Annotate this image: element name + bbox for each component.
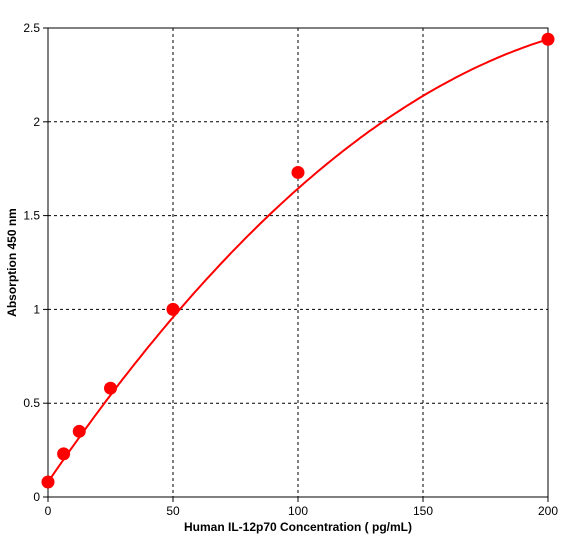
x-tick-label: 150 [413, 504, 433, 518]
data-point [41, 475, 55, 489]
x-axis: 0 50 100 150 200 [45, 497, 558, 518]
x-axis-title: Human IL-12p70 Concentration ( pg/mL) [184, 520, 412, 534]
y-tick-label: 1 [33, 302, 40, 316]
gridlines [48, 28, 548, 497]
y-axis: 0 0.5 1 1.5 2 2.5 [23, 21, 48, 504]
data-points [41, 32, 555, 489]
y-axis-title: Absorption 450 nm [5, 208, 19, 317]
x-tick-label: 200 [538, 504, 558, 518]
data-point [57, 447, 71, 461]
y-tick-label: 2 [33, 115, 40, 129]
data-point [541, 32, 555, 46]
x-tick-label: 100 [288, 504, 308, 518]
x-tick-label: 50 [166, 504, 180, 518]
y-tick-label: 2.5 [23, 21, 40, 35]
data-point [72, 424, 86, 438]
data-point [104, 381, 117, 395]
y-tick-label: 0 [33, 490, 40, 504]
fit-curve [47, 38, 549, 483]
data-point [166, 302, 180, 316]
x-tick-label: 0 [45, 504, 52, 518]
y-tick-label: 1.5 [23, 209, 40, 223]
data-point [291, 165, 305, 179]
y-tick-label: 0.5 [23, 396, 40, 410]
